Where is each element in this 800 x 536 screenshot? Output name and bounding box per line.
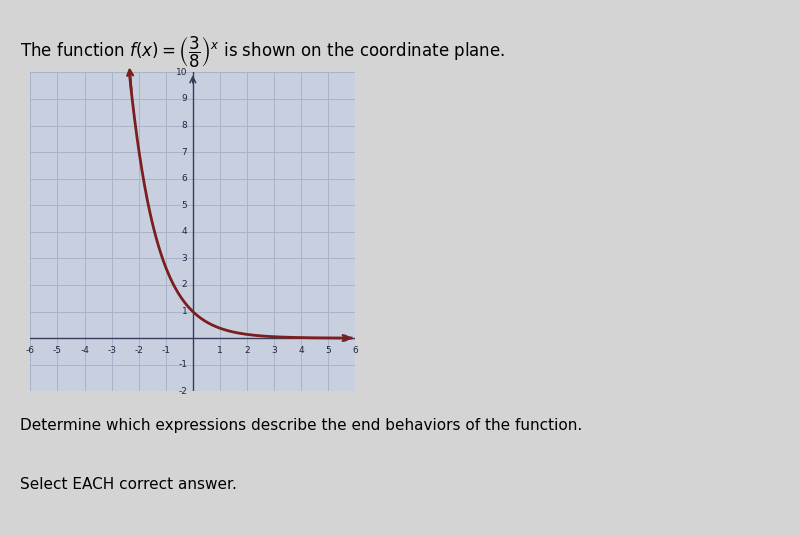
- Text: 9: 9: [182, 94, 187, 103]
- Text: 1: 1: [217, 346, 222, 355]
- Text: -1: -1: [178, 360, 187, 369]
- Text: 5: 5: [182, 201, 187, 210]
- Text: 6: 6: [182, 174, 187, 183]
- Text: 5: 5: [326, 346, 331, 355]
- Text: -6: -6: [26, 346, 35, 355]
- Text: 3: 3: [271, 346, 277, 355]
- Text: -2: -2: [134, 346, 143, 355]
- Text: Select EACH correct answer.: Select EACH correct answer.: [20, 477, 237, 492]
- Text: -5: -5: [53, 346, 62, 355]
- Text: 7: 7: [182, 147, 187, 157]
- Text: -3: -3: [107, 346, 116, 355]
- Text: -1: -1: [162, 346, 170, 355]
- Text: 10: 10: [176, 68, 187, 77]
- Text: 3: 3: [182, 254, 187, 263]
- Text: 1: 1: [182, 307, 187, 316]
- Text: -4: -4: [80, 346, 89, 355]
- Text: 4: 4: [182, 227, 187, 236]
- Text: Determine which expressions describe the end behaviors of the function.: Determine which expressions describe the…: [20, 418, 582, 433]
- Text: 6: 6: [352, 346, 358, 355]
- Text: 2: 2: [182, 280, 187, 289]
- Text: 2: 2: [244, 346, 250, 355]
- Text: -2: -2: [178, 387, 187, 396]
- Text: 4: 4: [298, 346, 304, 355]
- Text: The function $f(x) = \left(\dfrac{3}{8}\right)^x$ is shown on the coordinate pla: The function $f(x) = \left(\dfrac{3}{8}\…: [20, 35, 506, 70]
- Text: 8: 8: [182, 121, 187, 130]
